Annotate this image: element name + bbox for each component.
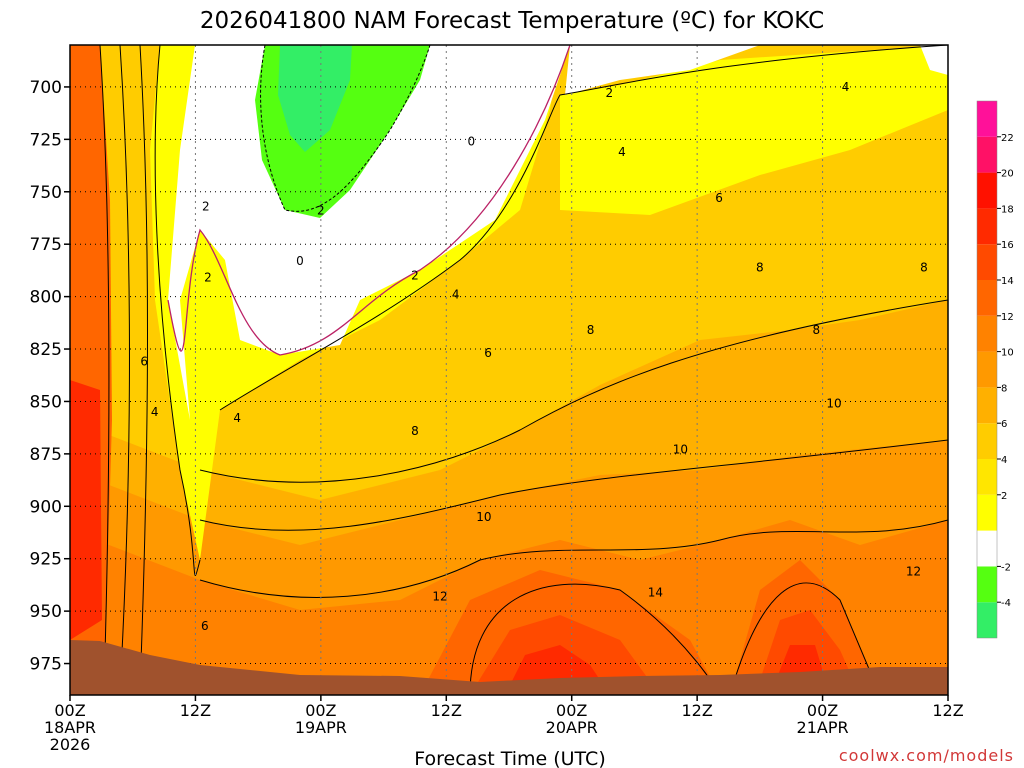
contour-label: 4 [233,411,241,425]
contour-label: 4 [452,288,460,302]
colorbar-swatch [977,244,997,280]
colorbar-label: 22 [1001,133,1014,144]
colorbar-label: 20 [1001,169,1014,180]
x-tick-year: 2026 [50,735,91,754]
colorbar-swatch [977,351,997,388]
contour-label: 8 [587,323,595,337]
contour-label: 8 [756,260,764,274]
contour-0 [167,45,571,356]
colorbar-swatch [977,101,997,137]
colorbar-swatch [977,172,997,209]
colorbar-label: 2 [1001,491,1007,502]
contour-label: 0 [296,254,304,268]
x-tick-date: 20APR [546,718,598,737]
y-tick-label: 700 [30,78,62,98]
contour-label: 2 [317,204,325,218]
colorbar-label: 18 [1001,204,1014,215]
band-neg4-neg2 [278,45,352,152]
contour-label: 6 [140,355,148,369]
contour-label: 6 [201,619,209,633]
gridlines [70,45,948,695]
contour-label: 6 [715,191,723,205]
y-tick-label: 800 [30,288,62,308]
contour-label: 8 [411,424,419,438]
contour-label: 8 [920,260,928,274]
contour-label: 12 [432,589,447,603]
y-tick-label: 825 [30,340,62,360]
contour-label: 2 [202,199,210,213]
x-tick-label: 00Z [556,701,587,720]
contour-label: 2 [204,271,212,285]
y-axis: 700 725 750 775 800 825 850 875 900 925 950 975 [30,78,70,675]
contour-labels: 2 2 6 4 4 6 2 0 2 0 4 6 8 10 12 2 4 6 8 10 14 8 8 10 4 8 12 [140,80,927,633]
band-2-4-upper [560,45,948,215]
x-tick-label: 00Z [807,701,838,720]
colorbar-swatch [977,459,997,495]
terrain [70,640,948,695]
colorbar-label: 10 [1001,348,1014,359]
contour-label: 10 [476,510,491,524]
x-tick-label: 12Z [180,701,211,720]
x-tick-label: 00Z [305,701,336,720]
chart-title: 2026041800 NAM Forecast Temperature (ºC)… [200,8,824,34]
y-tick-label: 775 [30,235,62,255]
plot-frame [69,44,949,696]
y-tick-label: 925 [30,550,62,570]
contour-label: 14 [648,585,663,599]
colorbar-label: 14 [1001,276,1014,287]
contour-label: 4 [842,80,850,94]
colorbar-label: 16 [1001,240,1014,251]
colorbar-swatch [977,280,997,316]
x-tick-label: 12Z [431,701,462,720]
colorbar-swatch [977,315,997,352]
x-tick-label: 00Z [54,701,85,720]
colorbar-swatch [977,136,997,173]
colorbar-label: 12 [1001,312,1014,323]
contour-label: 4 [151,405,159,419]
contour-label: 10 [673,443,688,457]
colorbar-swatch [977,530,997,567]
y-tick-label: 725 [30,130,62,150]
band-0-2-right [565,45,948,95]
hot-column-core [70,380,102,640]
colorbar-swatch [977,602,997,638]
colorbar-label: 8 [1001,383,1007,394]
x-tick-date: 19APR [295,718,347,737]
colorbar-swatch [977,423,997,459]
x-tick-date: 18APR [44,718,96,737]
source-footer: coolwx.com/models [839,746,1014,765]
contour-label: 0 [468,134,476,148]
colorbar-label: -2 [1001,562,1011,573]
x-tick-label: 12Z [681,701,712,720]
colorbar-label: -4 [1001,598,1011,609]
x-axis-label: Forecast Time (UTC) [414,748,605,768]
y-tick-label: 750 [30,183,62,203]
colorbar: -4 -2 2 4 6 8 10 12 14 16 18 20 22 [976,100,1014,639]
y-tick-label: 900 [30,497,62,517]
x-tick-label: 12Z [932,701,963,720]
contour-label: 4 [618,145,626,159]
colorbar-label: 6 [1001,419,1007,430]
contour-label: 12 [906,564,921,578]
y-tick-label: 850 [30,392,62,412]
colorbar-swatch [977,208,997,245]
y-tick-label: 975 [30,655,62,675]
contour-label: 2 [411,269,419,283]
colorbar-swatch [977,494,997,531]
y-tick-label: 875 [30,445,62,465]
y-tick-label: 950 [30,602,62,622]
contour-label: 2 [606,86,614,100]
contour-label: 10 [826,397,841,411]
x-tick-date: 21APR [797,718,849,737]
colorbar-swatch [977,387,997,424]
colorbar-swatch [977,566,997,603]
contour-label: 6 [484,346,492,360]
colorbar-frame [976,100,998,639]
plot-field [70,45,948,695]
contour-label: 8 [812,323,820,337]
colorbar-label: 4 [1001,455,1007,466]
